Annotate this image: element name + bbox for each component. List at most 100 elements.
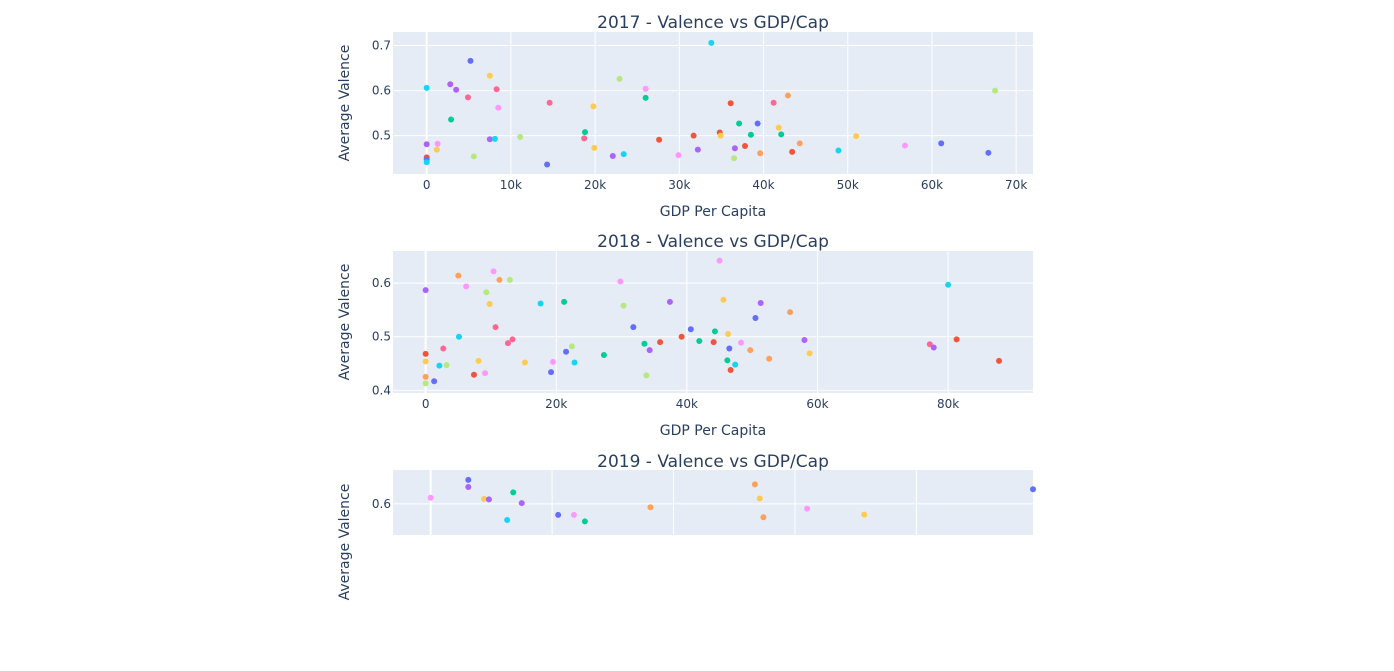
scatter-point [427,494,434,501]
scatter-point [423,141,430,148]
scatter-point [687,326,694,333]
scatter-point [544,161,551,168]
scatter-point [710,339,717,346]
scatter-point [751,481,758,488]
scatter-point [467,57,474,64]
grid [393,251,1033,393]
scatter-point [609,152,616,159]
plot-area [393,251,1033,393]
scatter-point [616,75,623,82]
scatter-point [724,357,731,364]
scatter-point [646,347,653,354]
y-tick-label: 0.5 [372,129,391,143]
tick-labels: 0.5 0.6 0.7 0 10k 20k 30k 40k 50k 60k 70k [372,39,1027,192]
x-tick-label: 20k [545,397,567,411]
chart-title: 2017 - Valence vs GDP/Cap [597,13,829,33]
scatter-point [422,287,429,294]
subplot-2018: 0.4 0.5 0.6 0 20k 40k 60k 80k 2018 - Valence vs… [337,232,1033,439]
scatter-point [861,511,868,518]
scatter-point [465,483,472,490]
scatter-point [491,135,498,142]
x-axis-title: GDP Per Capita [660,204,766,220]
scatter-point [642,85,649,92]
scatter-point [657,339,664,346]
scatter-point [754,120,761,127]
scatter-point [757,150,764,157]
scatter-point [481,495,488,502]
scatter-point [600,351,607,358]
subplot-2017: 0.5 0.6 0.7 0 10k 20k 30k 40k 50k 60k 70k 2017 - V… [337,13,1033,220]
scatter-point [581,135,588,142]
scatter-point [717,132,724,139]
scatter-point [992,87,999,94]
x-tick-label: 10k [500,178,522,192]
scatter-point [561,298,568,305]
x-axis-title: GDP Per Capita [660,423,766,439]
chart-title: 2018 - Valence vs GDP/Cap [597,232,829,252]
scatter-point [630,324,637,331]
scatter-point [475,357,482,364]
tick-labels: 0.4 0.5 0.6 0 20k 40k 60k 80k [372,276,959,411]
scatter-point [510,489,517,496]
scatter-point [509,336,516,343]
scatter-point [738,339,745,346]
scatter-point [555,511,562,518]
scatter-point [778,131,785,138]
y-axis-title: Average Valence [337,264,353,381]
scatter-point [996,357,1003,364]
scatter-point [455,272,462,279]
scatter-point [485,496,492,503]
x-tick-label: 30k [668,178,690,192]
scatter-point [711,328,718,335]
scatter-point [752,314,759,321]
scatter-point [784,92,791,99]
scatter-point [571,359,578,366]
scatter-point [422,373,429,380]
scatter-point [1030,486,1036,493]
scatter-point [747,131,754,138]
scatter-point [581,518,588,525]
scatter-point [570,511,577,518]
scatter-point [731,145,738,152]
scatter-point [423,159,430,166]
scatter-points [422,257,1003,387]
x-tick-label: 0 [422,397,430,411]
subplot-2019: 0.6 2019 - Valence vs GDP/Cap Average Va… [337,452,1036,600]
scatter-point [725,331,732,338]
scatter-point [766,355,773,362]
scatter-point [490,268,497,275]
scatter-point [422,358,429,365]
scatter-point [482,370,489,377]
scatter-point [448,116,455,123]
scatter-point [443,362,450,369]
y-tick-label: 0.6 [372,497,391,511]
scatter-point [617,278,624,285]
scatter-point [548,369,555,376]
scatter-point [436,362,443,369]
x-tick-label: 40k [676,397,698,411]
tick-labels: 0.6 [372,497,391,511]
scatter-point [453,86,460,93]
scatter-point [486,301,493,308]
scatter-point [647,504,654,511]
scatter-point [493,86,500,93]
scatter-point [985,149,992,156]
scatter-point [521,359,528,366]
scatter-point [434,140,441,147]
scatter-point [465,476,472,483]
scatter-point [720,296,727,303]
chart-title: 2019 - Valence vs GDP/Cap [597,452,829,472]
scatter-point [537,300,544,307]
scatter-point [801,336,808,343]
scatter-point [590,103,597,110]
scatter-point [447,81,454,88]
scatter-point [504,517,511,524]
scatter-point [495,104,502,111]
scatter-point [853,133,860,140]
scatter-point [422,350,429,357]
y-tick-label: 0.6 [372,276,391,290]
y-axis-title: Average Valence [337,45,353,162]
x-tick-label: 0 [423,178,431,192]
scatter-point [656,136,663,143]
